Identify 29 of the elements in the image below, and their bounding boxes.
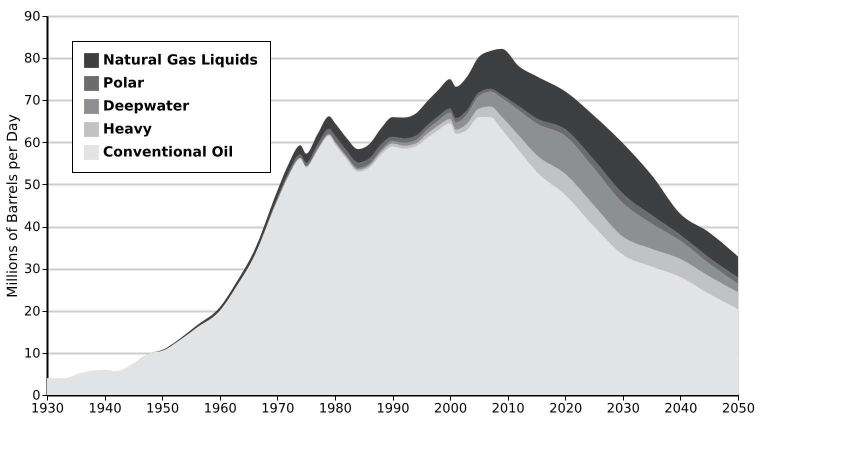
x-tick-label: 1980 xyxy=(318,402,352,416)
y-tick-label: 50 xyxy=(24,178,40,193)
y-tick-label: 20 xyxy=(24,304,40,320)
legend-label: Conventional Oil xyxy=(103,144,234,160)
legend-label: Polar xyxy=(103,76,144,92)
x-tick-label: 1970 xyxy=(261,402,294,416)
x-tick-label: 1940 xyxy=(88,402,122,416)
x-tick-label: 2050 xyxy=(722,402,756,416)
y-tick-label: 80 xyxy=(24,52,40,67)
x-tick-label: 1990 xyxy=(376,402,410,416)
y-axis-title: Millions of Barrels per Day xyxy=(4,114,21,298)
x-tick-label: 2000 xyxy=(434,402,468,416)
y-tick-label: 40 xyxy=(24,220,40,236)
y-tick-label: 60 xyxy=(24,136,40,151)
x-tick-label: 2010 xyxy=(492,402,525,416)
x-tick-label: 2040 xyxy=(664,402,698,416)
x-tick-label: 2030 xyxy=(606,402,640,416)
y-tick-label: 90 xyxy=(24,10,40,24)
x-tick-label: 1960 xyxy=(204,402,237,416)
x-tick-label: 1930 xyxy=(30,402,64,416)
y-tick-label: 0 xyxy=(32,388,40,404)
x-tick-label: 1950 xyxy=(146,402,180,416)
legend-label: Natural Gas Liquids xyxy=(103,52,258,68)
y-tick-label: 10 xyxy=(24,346,40,362)
legend-label: Deepwater xyxy=(103,98,190,114)
legend-label: Heavy xyxy=(103,122,152,138)
y-tick-label: 30 xyxy=(24,262,40,278)
y-tick-label: 70 xyxy=(24,94,40,109)
x-tick-label: 2020 xyxy=(549,402,582,416)
